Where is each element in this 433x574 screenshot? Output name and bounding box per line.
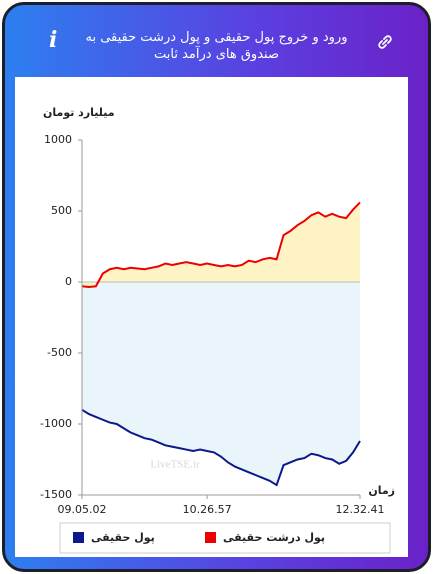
line xyxy=(81,408,361,487)
x-tick-label: 12.32.41 xyxy=(336,503,385,516)
x-axis-label: زمان xyxy=(368,484,395,497)
y-tick-label: -500 xyxy=(47,346,72,359)
y-tick-label: 500 xyxy=(51,204,72,217)
x-tick-label: 09.05.02 xyxy=(58,503,107,516)
y-tick-label: -1000 xyxy=(40,417,72,430)
chart: میلیارد تومان -1500 -1000 -500 0 500 1000 09.05… xyxy=(40,106,395,554)
x-tick-label: 10.26.57 xyxy=(183,503,232,516)
chart-panel: میلیارد تومان -1500 -1000 -500 0 500 1000 09.05… xyxy=(15,77,408,557)
watermark: LiveTSE.ir xyxy=(150,459,200,471)
area xyxy=(82,202,360,287)
y-tick-label: 1000 xyxy=(44,133,72,146)
legend-swatch xyxy=(205,532,216,543)
y-axis-label: میلیارد تومان xyxy=(43,106,115,119)
y-tick-label: 0 xyxy=(65,275,72,288)
legend-box xyxy=(59,522,391,554)
legend-label: پول حقیقی xyxy=(91,531,155,544)
info-icon[interactable]: i xyxy=(49,27,58,53)
legend-label: پول درشت حقیقی xyxy=(223,531,325,544)
legend-swatch xyxy=(73,532,84,543)
card-title: ورود و خروج پول حقیقی و پول درشت حقیقی ب… xyxy=(85,30,348,62)
area xyxy=(82,282,360,486)
y-tick-label: -1500 xyxy=(40,488,72,501)
link-icon[interactable] xyxy=(376,33,394,51)
line xyxy=(81,201,361,288)
